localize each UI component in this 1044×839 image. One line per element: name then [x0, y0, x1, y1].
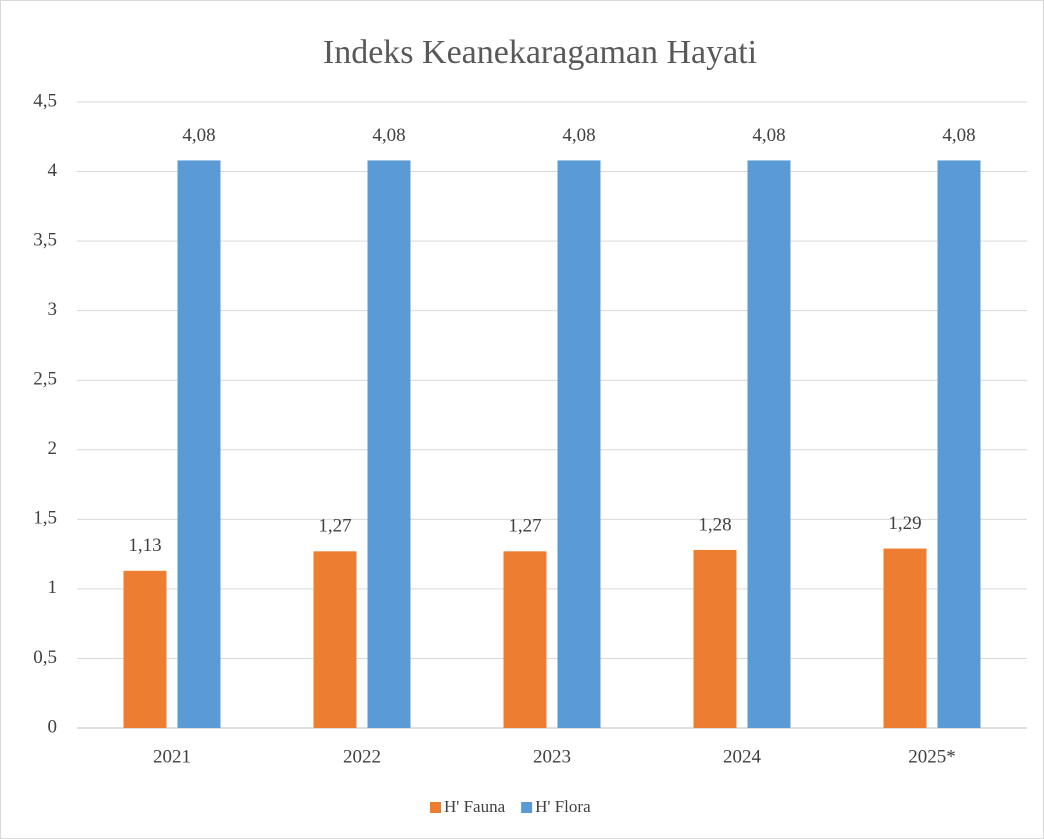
bar [367, 160, 411, 729]
bar [503, 551, 547, 728]
x-tick-label: 2023 [533, 746, 571, 767]
bar [177, 160, 221, 729]
y-tick-label: 0,5 [33, 647, 57, 668]
y-tick-label: 2,5 [33, 369, 57, 390]
y-tick-label: 2 [48, 438, 58, 459]
value-label: 1,29 [888, 513, 921, 534]
value-label: 4,08 [372, 125, 405, 146]
value-label: 4,08 [942, 125, 975, 146]
legend-label: H' Flora [535, 797, 591, 816]
bar [747, 160, 791, 729]
x-tick-label: 2024 [723, 746, 762, 767]
legend-swatch [430, 802, 441, 813]
value-label: 1,13 [128, 535, 161, 556]
y-tick-label: 0 [48, 716, 58, 737]
y-tick-label: 1,5 [33, 508, 57, 529]
y-tick-label: 1 [48, 577, 58, 598]
y-tick-label: 3,5 [33, 229, 57, 250]
chart-title: Indeks Keanekaragaman Hayati [323, 34, 757, 71]
legend-swatch [521, 802, 533, 813]
x-tick-label: 2021 [153, 746, 191, 767]
legend-label: H' Fauna [444, 797, 506, 816]
value-label: 1,27 [318, 516, 351, 537]
bar [693, 549, 737, 728]
bar [123, 570, 167, 728]
bar [883, 548, 927, 728]
bar [937, 160, 981, 729]
y-tick-label: 3 [48, 299, 58, 320]
value-label: 4,08 [562, 125, 595, 146]
x-tick-label: 2022 [343, 746, 381, 767]
bar [313, 551, 357, 728]
value-label: 4,08 [182, 125, 215, 146]
y-tick-label: 4 [48, 160, 58, 181]
value-label: 4,08 [752, 125, 785, 146]
value-label: 1,27 [508, 516, 541, 537]
x-tick-label: 2025* [908, 746, 956, 767]
y-tick-label: 4,5 [33, 90, 57, 111]
value-label: 1,28 [698, 514, 731, 535]
bar [557, 160, 601, 729]
